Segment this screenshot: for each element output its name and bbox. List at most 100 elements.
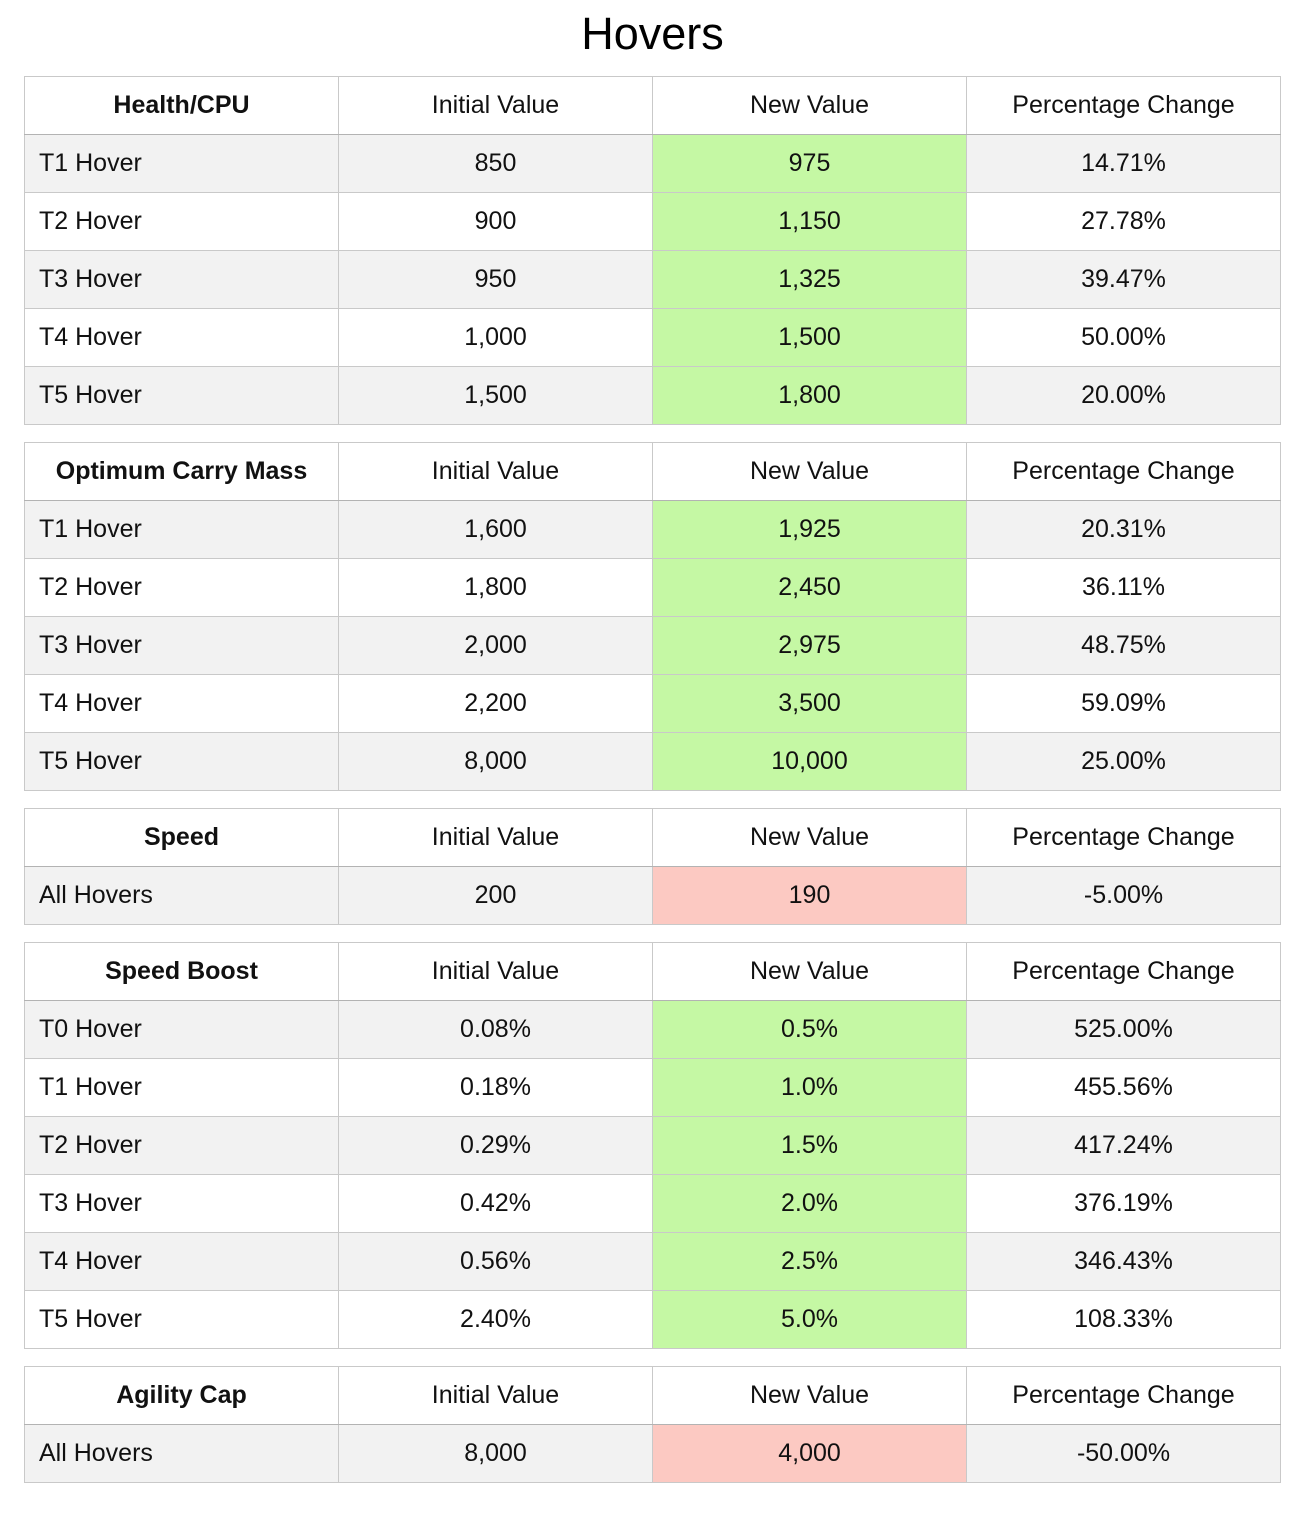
row-label: T3 Hover bbox=[24, 1174, 339, 1233]
row-label: T5 Hover bbox=[24, 366, 339, 425]
row-label: T1 Hover bbox=[24, 500, 339, 559]
new-value-cell: 2.5% bbox=[652, 1232, 967, 1291]
percentage-change-cell: 14.71% bbox=[966, 134, 1281, 193]
initial-value-cell: 950 bbox=[338, 250, 653, 309]
initial-value-cell: 1,800 bbox=[338, 558, 653, 617]
initial-value-cell: 8,000 bbox=[338, 732, 653, 791]
row-label: T5 Hover bbox=[24, 1290, 339, 1349]
initial-value-cell: 0.56% bbox=[338, 1232, 653, 1291]
table-title-health-cpu: Health/CPU bbox=[24, 76, 339, 135]
row-label: T4 Hover bbox=[24, 308, 339, 367]
row-label: T4 Hover bbox=[24, 1232, 339, 1291]
percentage-change-cell: 346.43% bbox=[966, 1232, 1281, 1291]
initial-value-cell: 0.18% bbox=[338, 1058, 653, 1117]
row-label: T1 Hover bbox=[24, 1058, 339, 1117]
initial-value-cell: 0.42% bbox=[338, 1174, 653, 1233]
column-header-percentage-change: Percentage Change bbox=[966, 942, 1281, 1001]
initial-value-cell: 2,200 bbox=[338, 674, 653, 733]
table-speed: Speed Initial Value New Value Percentage Ch… bbox=[24, 808, 1281, 925]
new-value-cell: 1,500 bbox=[652, 308, 967, 367]
initial-value-cell: 200 bbox=[338, 866, 653, 925]
table-row: T4 Hover 1,000 1,500 50.00% bbox=[24, 308, 1281, 367]
initial-value-cell: 8,000 bbox=[338, 1424, 653, 1483]
table-row: T3 Hover 0.42% 2.0% 376.19% bbox=[24, 1174, 1281, 1233]
table-title-optimum-carry-mass: Optimum Carry Mass bbox=[24, 442, 339, 501]
new-value-cell: 975 bbox=[652, 134, 967, 193]
column-header-initial-value: Initial Value bbox=[338, 1366, 653, 1425]
page-title: Hovers bbox=[581, 8, 724, 59]
new-value-cell: 1.0% bbox=[652, 1058, 967, 1117]
column-header-initial-value: Initial Value bbox=[338, 442, 653, 501]
table-title-speed-boost: Speed Boost bbox=[24, 942, 339, 1001]
percentage-change-cell: 417.24% bbox=[966, 1116, 1281, 1175]
initial-value-cell: 1,500 bbox=[338, 366, 653, 425]
column-header-new-value: New Value bbox=[652, 76, 967, 135]
header-row: Agility Cap Initial Value New Value Percent… bbox=[24, 1366, 1281, 1425]
row-label: All Hovers bbox=[24, 866, 339, 925]
percentage-change-cell: 25.00% bbox=[966, 732, 1281, 791]
new-value-cell: 4,000 bbox=[652, 1424, 967, 1483]
row-label: T2 Hover bbox=[24, 558, 339, 617]
new-value-cell: 1,925 bbox=[652, 500, 967, 559]
column-header-percentage-change: Percentage Change bbox=[966, 442, 1281, 501]
column-header-percentage-change: Percentage Change bbox=[966, 808, 1281, 867]
table-row: All Hovers 8,000 4,000 -50.00% bbox=[24, 1424, 1281, 1483]
percentage-change-cell: -5.00% bbox=[966, 866, 1281, 925]
table-title-agility-cap: Agility Cap bbox=[24, 1366, 339, 1425]
table-speed-boost: Speed Boost Initial Value New Value Percent… bbox=[24, 942, 1281, 1349]
new-value-cell: 1,800 bbox=[652, 366, 967, 425]
table-title-speed: Speed bbox=[24, 808, 339, 867]
initial-value-cell: 2,000 bbox=[338, 616, 653, 675]
new-value-cell: 1,325 bbox=[652, 250, 967, 309]
table-row: T2 Hover 900 1,150 27.78% bbox=[24, 192, 1281, 251]
percentage-change-cell: 50.00% bbox=[966, 308, 1281, 367]
initial-value-cell: 1,000 bbox=[338, 308, 653, 367]
new-value-cell: 2,450 bbox=[652, 558, 967, 617]
new-value-cell: 10,000 bbox=[652, 732, 967, 791]
new-value-cell: 5.0% bbox=[652, 1290, 967, 1349]
new-value-cell: 1.5% bbox=[652, 1116, 967, 1175]
table-row: T5 Hover 2.40% 5.0% 108.33% bbox=[24, 1290, 1281, 1349]
new-value-cell: 2,975 bbox=[652, 616, 967, 675]
percentage-change-cell: 376.19% bbox=[966, 1174, 1281, 1233]
table-agility-cap: Agility Cap Initial Value New Value Percent… bbox=[24, 1366, 1281, 1483]
new-value-cell: 3,500 bbox=[652, 674, 967, 733]
column-header-new-value: New Value bbox=[652, 442, 967, 501]
initial-value-cell: 0.08% bbox=[338, 1000, 653, 1059]
column-header-percentage-change: Percentage Change bbox=[966, 1366, 1281, 1425]
table-row: T1 Hover 1,600 1,925 20.31% bbox=[24, 500, 1281, 559]
page: Hovers Health/CPU Initial Value New Value P… bbox=[0, 8, 1305, 1483]
tables-container: Health/CPU Initial Value New Value Percenta… bbox=[0, 76, 1305, 1483]
new-value-cell: 2.0% bbox=[652, 1174, 967, 1233]
table-row: All Hovers 200 190 -5.00% bbox=[24, 866, 1281, 925]
row-label: T4 Hover bbox=[24, 674, 339, 733]
table-health-cpu: Health/CPU Initial Value New Value Percenta… bbox=[24, 76, 1281, 425]
header-row: Speed Initial Value New Value Percentage Ch… bbox=[24, 808, 1281, 867]
table-optimum-carry-mass: Optimum Carry Mass Initial Value New Value… bbox=[24, 442, 1281, 791]
table-row: T1 Hover 850 975 14.71% bbox=[24, 134, 1281, 193]
initial-value-cell: 1,600 bbox=[338, 500, 653, 559]
percentage-change-cell: 36.11% bbox=[966, 558, 1281, 617]
table-row: T3 Hover 950 1,325 39.47% bbox=[24, 250, 1281, 309]
initial-value-cell: 900 bbox=[338, 192, 653, 251]
initial-value-cell: 0.29% bbox=[338, 1116, 653, 1175]
table-row: T4 Hover 0.56% 2.5% 346.43% bbox=[24, 1232, 1281, 1291]
new-value-cell: 1,150 bbox=[652, 192, 967, 251]
row-label: T3 Hover bbox=[24, 616, 339, 675]
row-label: T1 Hover bbox=[24, 134, 339, 193]
row-label: T2 Hover bbox=[24, 1116, 339, 1175]
percentage-change-cell: 48.75% bbox=[966, 616, 1281, 675]
percentage-change-cell: 20.00% bbox=[966, 366, 1281, 425]
column-header-new-value: New Value bbox=[652, 942, 967, 1001]
new-value-cell: 0.5% bbox=[652, 1000, 967, 1059]
percentage-change-cell: 108.33% bbox=[966, 1290, 1281, 1349]
row-label: All Hovers bbox=[24, 1424, 339, 1483]
column-header-initial-value: Initial Value bbox=[338, 808, 653, 867]
column-header-percentage-change: Percentage Change bbox=[966, 76, 1281, 135]
table-row: T3 Hover 2,000 2,975 48.75% bbox=[24, 616, 1281, 675]
header-row: Health/CPU Initial Value New Value Percenta… bbox=[24, 76, 1281, 135]
column-header-new-value: New Value bbox=[652, 808, 967, 867]
column-header-initial-value: Initial Value bbox=[338, 942, 653, 1001]
row-label: T2 Hover bbox=[24, 192, 339, 251]
table-row: T5 Hover 8,000 10,000 25.00% bbox=[24, 732, 1281, 791]
